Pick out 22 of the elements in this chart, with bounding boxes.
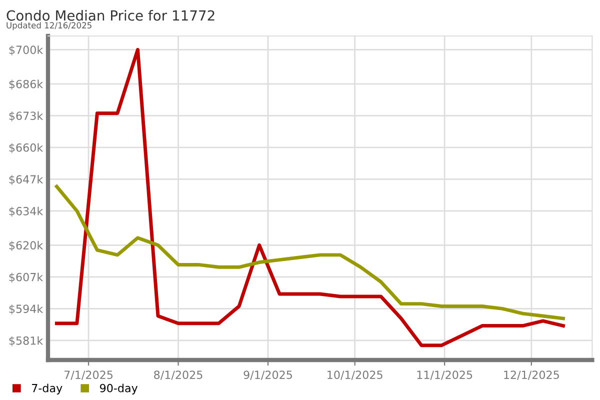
y-tick-label: $607k <box>9 272 44 283</box>
y-tick-label: $686k <box>9 80 44 90</box>
legend-label: 90-day <box>100 384 138 394</box>
x-tick-label: 11/1/2025 <box>417 370 472 380</box>
x-tick-label: 8/1/2025 <box>154 370 202 380</box>
y-tick-label: $620k <box>9 240 44 252</box>
chart-subtitle: Updated 12/16/2025 <box>6 22 92 30</box>
y-tick-label: $660k <box>9 143 44 154</box>
x-tick-label: 9/1/2025 <box>244 370 292 380</box>
y-tick-label: $673k <box>9 111 44 122</box>
y-tick-label: $647k <box>9 174 44 186</box>
y-tick-label: $581k <box>9 336 44 346</box>
chart-title: Condo Median Price for 11772 <box>6 10 214 21</box>
x-tick-label: 7/1/2025 <box>64 370 113 380</box>
y-tick-label: $700k <box>9 45 44 56</box>
line-series <box>54 184 565 320</box>
x-tick-label: 12/1/2025 <box>504 370 559 380</box>
x-tick-label: 10/1/2025 <box>328 370 382 380</box>
y-tick-label: $594k <box>9 304 44 315</box>
y-tick-label: $634k <box>9 206 44 217</box>
line-series <box>54 48 565 348</box>
legend-label: 7-day <box>32 384 62 394</box>
